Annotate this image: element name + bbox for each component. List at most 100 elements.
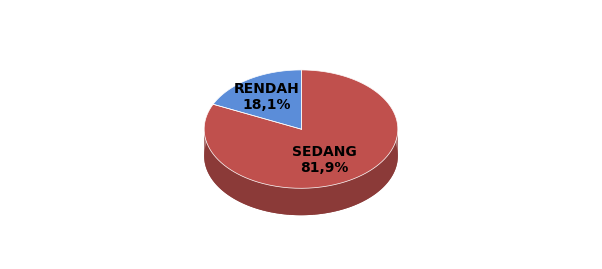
- Polygon shape: [213, 154, 214, 182]
- Polygon shape: [363, 174, 364, 201]
- Polygon shape: [288, 188, 290, 215]
- Polygon shape: [281, 187, 282, 214]
- Polygon shape: [246, 178, 247, 205]
- Polygon shape: [276, 186, 277, 213]
- Polygon shape: [374, 167, 375, 195]
- Polygon shape: [315, 187, 317, 215]
- Polygon shape: [224, 165, 225, 193]
- Polygon shape: [344, 182, 345, 209]
- Polygon shape: [305, 188, 307, 215]
- Polygon shape: [204, 97, 398, 215]
- Polygon shape: [314, 188, 315, 215]
- Polygon shape: [320, 187, 321, 214]
- Polygon shape: [251, 180, 252, 207]
- Polygon shape: [271, 185, 272, 213]
- Polygon shape: [274, 186, 276, 213]
- Polygon shape: [266, 184, 268, 212]
- Polygon shape: [303, 188, 305, 215]
- Polygon shape: [255, 181, 257, 209]
- Polygon shape: [347, 181, 348, 208]
- Polygon shape: [380, 162, 381, 190]
- Polygon shape: [368, 171, 370, 199]
- Polygon shape: [335, 184, 336, 211]
- Polygon shape: [345, 181, 347, 209]
- Polygon shape: [382, 161, 383, 189]
- Polygon shape: [269, 185, 271, 212]
- Polygon shape: [215, 156, 216, 184]
- Polygon shape: [285, 187, 287, 215]
- Polygon shape: [373, 168, 374, 196]
- Polygon shape: [377, 165, 378, 193]
- Polygon shape: [362, 175, 363, 202]
- Polygon shape: [237, 173, 238, 201]
- Polygon shape: [220, 162, 221, 189]
- Polygon shape: [348, 180, 350, 208]
- Polygon shape: [338, 183, 339, 211]
- Polygon shape: [342, 182, 344, 210]
- Polygon shape: [307, 188, 309, 215]
- Polygon shape: [359, 176, 361, 203]
- Polygon shape: [339, 183, 341, 210]
- Polygon shape: [383, 159, 385, 187]
- Polygon shape: [226, 167, 227, 194]
- Polygon shape: [240, 175, 241, 203]
- Polygon shape: [300, 188, 302, 215]
- Polygon shape: [227, 167, 228, 195]
- Polygon shape: [385, 157, 386, 185]
- Polygon shape: [370, 170, 371, 198]
- Polygon shape: [234, 172, 235, 199]
- Polygon shape: [252, 180, 254, 208]
- Polygon shape: [355, 178, 356, 205]
- Polygon shape: [354, 178, 355, 206]
- Polygon shape: [277, 186, 279, 214]
- Polygon shape: [287, 188, 288, 215]
- Polygon shape: [213, 70, 301, 129]
- Polygon shape: [375, 167, 376, 194]
- Polygon shape: [229, 169, 231, 197]
- Text: RENDAH
18,1%: RENDAH 18,1%: [234, 82, 300, 112]
- Polygon shape: [260, 183, 261, 210]
- Polygon shape: [341, 183, 342, 210]
- Polygon shape: [235, 172, 237, 200]
- Polygon shape: [352, 179, 354, 206]
- Polygon shape: [250, 179, 251, 207]
- Polygon shape: [231, 170, 232, 197]
- Polygon shape: [351, 179, 352, 207]
- Polygon shape: [367, 172, 368, 199]
- Polygon shape: [309, 188, 310, 215]
- Polygon shape: [350, 180, 351, 207]
- Polygon shape: [366, 172, 367, 200]
- Polygon shape: [318, 187, 320, 214]
- Polygon shape: [213, 97, 301, 156]
- Polygon shape: [387, 155, 388, 183]
- Polygon shape: [292, 188, 294, 215]
- Polygon shape: [317, 187, 318, 214]
- Polygon shape: [223, 164, 224, 192]
- Polygon shape: [302, 188, 303, 215]
- Polygon shape: [379, 163, 380, 191]
- Polygon shape: [233, 171, 234, 199]
- Polygon shape: [279, 187, 281, 214]
- Polygon shape: [222, 163, 223, 191]
- Polygon shape: [323, 186, 325, 214]
- Polygon shape: [241, 176, 243, 203]
- Polygon shape: [225, 166, 226, 193]
- Polygon shape: [381, 162, 382, 189]
- Polygon shape: [390, 152, 391, 179]
- Polygon shape: [284, 187, 285, 214]
- Polygon shape: [247, 178, 248, 206]
- Polygon shape: [295, 188, 297, 215]
- Polygon shape: [310, 188, 312, 215]
- Polygon shape: [204, 70, 398, 188]
- Polygon shape: [264, 184, 266, 211]
- Polygon shape: [297, 188, 299, 215]
- Polygon shape: [378, 164, 379, 192]
- Polygon shape: [243, 176, 244, 204]
- Polygon shape: [219, 161, 220, 189]
- Polygon shape: [244, 177, 246, 204]
- Polygon shape: [217, 159, 219, 187]
- Polygon shape: [356, 177, 358, 204]
- Polygon shape: [321, 187, 323, 214]
- Polygon shape: [216, 157, 217, 185]
- Polygon shape: [282, 187, 284, 214]
